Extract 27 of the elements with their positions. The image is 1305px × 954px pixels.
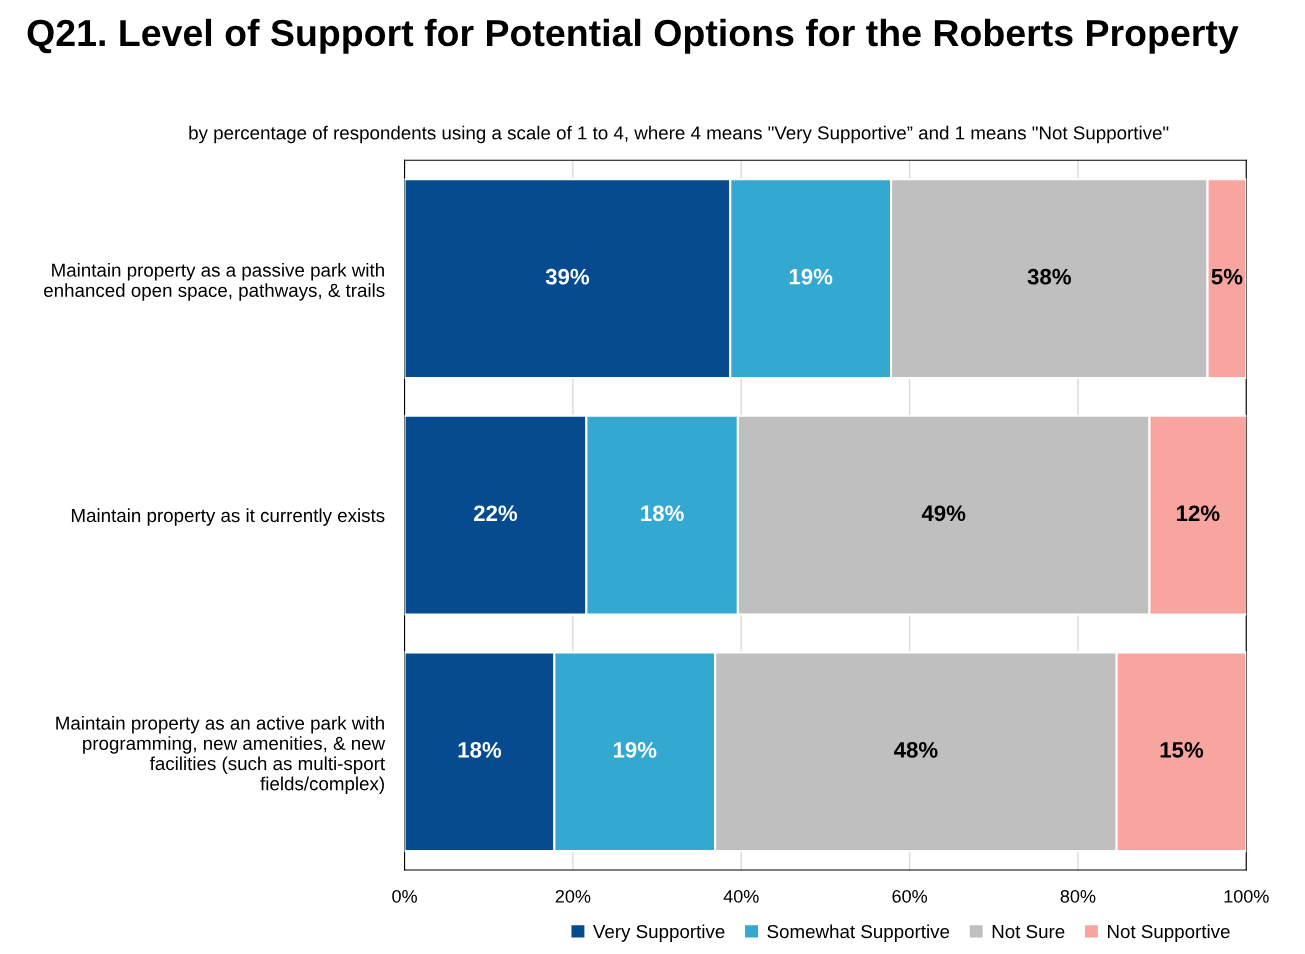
x-tick-label: 80% bbox=[1060, 889, 1096, 903]
x-tick-label: 0% bbox=[392, 889, 417, 903]
x-tick-label: 60% bbox=[892, 889, 928, 903]
x-tick-label: 100% bbox=[1224, 889, 1269, 903]
data-label: 39% bbox=[545, 268, 590, 285]
data-label: 49% bbox=[921, 505, 966, 522]
data-label: 48% bbox=[894, 741, 938, 758]
chart-title: Q21. Level of Support for Potential Options for the Roberts Property bbox=[27, 18, 1239, 54]
data-label: 12% bbox=[1177, 505, 1220, 522]
data-label: 18% bbox=[458, 741, 502, 758]
data-label: 19% bbox=[789, 268, 833, 285]
data-label: 22% bbox=[473, 505, 518, 522]
x-tick-label: 20% bbox=[555, 889, 591, 903]
legend-label: Not Supportive bbox=[1107, 924, 1230, 942]
y-tick-label: Maintain property as it currently exists bbox=[71, 508, 385, 526]
data-label: 5% bbox=[1211, 268, 1243, 285]
legend-label: Very Supportive bbox=[593, 924, 725, 942]
y-tick-label: Maintain property as a passive park with enhanced open space, pathways, & trails bbox=[44, 263, 385, 301]
data-label: 15% bbox=[1160, 742, 1204, 758]
x-tick-label: 40% bbox=[723, 889, 759, 903]
data-label: 19% bbox=[613, 741, 657, 758]
y-tick-label: Maintain property as an active park with programming, new amenities, & new facilities (such as multi-sport fields/complex) bbox=[56, 716, 386, 795]
legend-label: Somewhat Supportive bbox=[767, 924, 950, 942]
data-label: 38% bbox=[1027, 268, 1071, 285]
legend-label: Not Sure bbox=[992, 924, 1065, 939]
chart-subtitle: by percentage of respondents using a scale of 1 to 4, where 4 means "Very Supportive” and 1 means "Not Supportive" bbox=[189, 125, 1169, 144]
data-label: 18% bbox=[641, 505, 684, 522]
